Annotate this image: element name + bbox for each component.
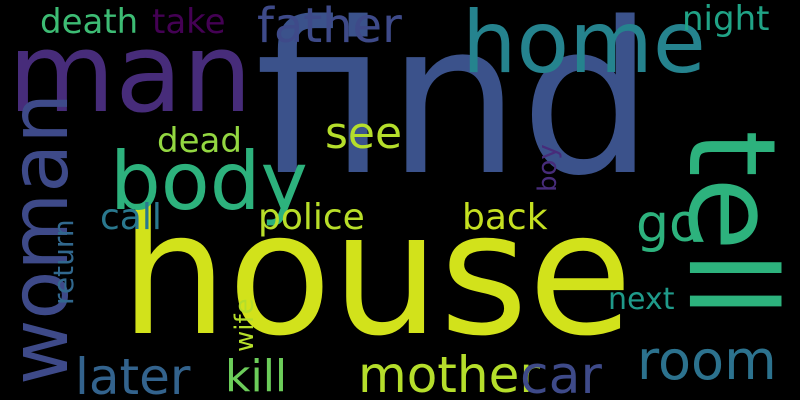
word-take: take — [152, 2, 226, 42]
word-car: car — [520, 346, 602, 400]
word-mother: mother — [358, 346, 540, 400]
word-house: house — [120, 176, 633, 374]
word-body: body — [110, 135, 308, 228]
word-kill: kill — [225, 351, 288, 400]
word-next: next — [608, 282, 675, 317]
word-return: return — [47, 219, 80, 305]
word-home: home — [462, 0, 706, 93]
word-man: man — [8, 9, 253, 137]
word-see: see — [325, 108, 403, 159]
word-find: find — [255, 0, 654, 222]
word-boy: boy — [533, 144, 563, 192]
word-back: back — [462, 197, 548, 238]
word-wife: wife — [230, 298, 260, 352]
word-father: father — [257, 0, 402, 54]
word-call: call — [100, 197, 162, 238]
word-room: room — [637, 329, 777, 392]
word-police: police — [258, 197, 365, 238]
word-death: death — [40, 2, 139, 42]
word-dead: dead — [157, 121, 242, 161]
word-night: night — [682, 0, 770, 39]
word-go: go — [636, 194, 701, 254]
word-later: later — [75, 348, 191, 400]
